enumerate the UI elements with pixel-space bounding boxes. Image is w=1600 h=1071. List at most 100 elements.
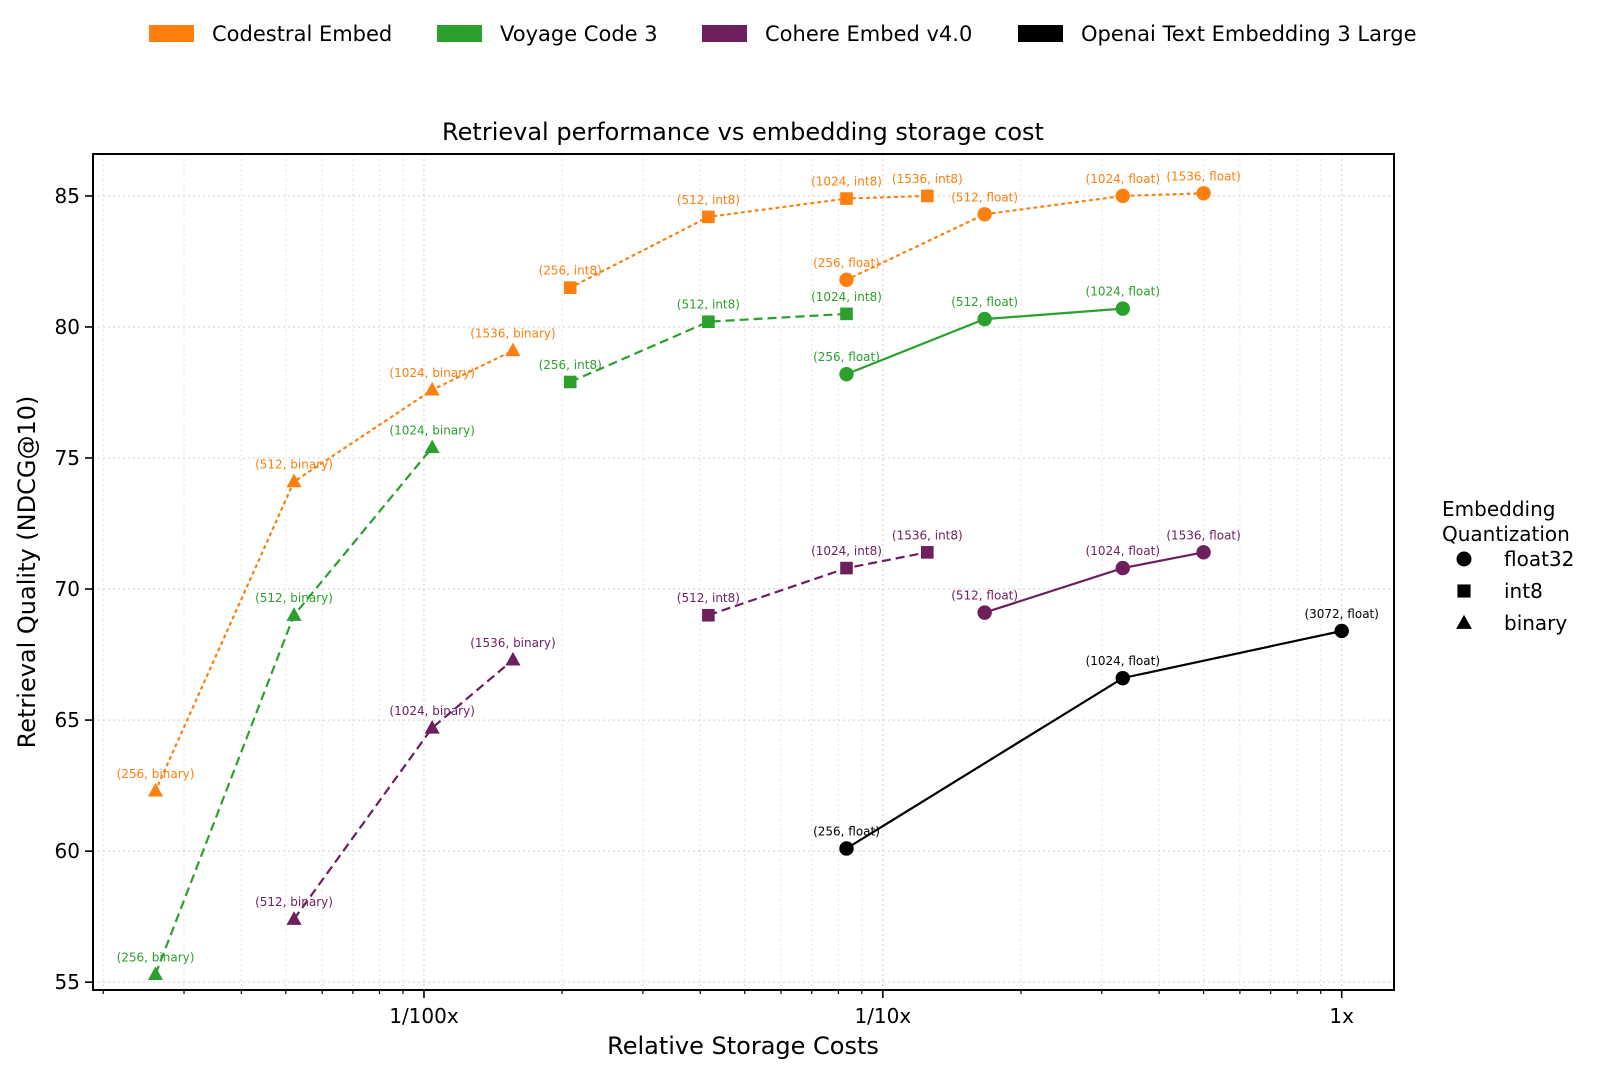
data-point-voyage-code-3-binary	[424, 439, 440, 454]
data-label-cohere-embed-v4-0-float: (1024, float)	[1086, 544, 1161, 558]
data-point-voyage-code-3-int8	[702, 315, 715, 329]
data-label-voyage-code-3-binary: (256, binary)	[117, 950, 195, 964]
data-point-codestral-embed-binary	[505, 342, 521, 357]
y-tick-label: 60	[55, 839, 80, 863]
data-point-codestral-embed-binary	[147, 782, 164, 797]
data-point-cohere-embed-v4-0-int8	[702, 608, 715, 622]
data-point-codestral-embed-int8	[563, 281, 577, 294]
legend-label: Codestral Embed	[212, 22, 392, 46]
data-point-voyage-code-3-float	[839, 366, 854, 382]
data-label-voyage-code-3-binary: (1024, binary)	[389, 424, 474, 438]
data-point-codestral-embed-float	[1196, 186, 1211, 201]
series-line-codestral-embed-int8	[569, 194, 929, 289]
data-point-voyage-code-3-float	[1115, 301, 1130, 316]
data-label-cohere-embed-v4-0-float: (1536, float)	[1166, 528, 1241, 542]
data-label-cohere-embed-v4-0-binary: (1024, binary)	[389, 704, 474, 718]
data-point-openai-text-embedding-3-large-float	[1115, 670, 1130, 686]
data-label-codestral-embed-binary: (256, binary)	[117, 767, 195, 781]
point-labels: (256, binary) (512, binary) (1024, binary)…	[117, 169, 1379, 964]
data-point-codestral-embed-binary	[286, 473, 302, 488]
quantization-legend-marker-square	[1457, 584, 1471, 598]
quantization-legend-marker-triangle	[1456, 614, 1472, 629]
series-line-cohere-embed-v4-0-float	[984, 551, 1204, 614]
quantization-legend-label: float32	[1504, 547, 1574, 571]
series-line-cohere-embed-v4-0-binary	[293, 658, 514, 920]
y-axis-label: Retrieval Quality (NDCG@10)	[13, 396, 41, 749]
data-label-codestral-embed-float: (1024, float)	[1086, 172, 1161, 186]
data-label-voyage-code-3-int8: (256, int8)	[539, 358, 602, 372]
data-label-voyage-code-3-int8: (1024, int8)	[811, 290, 882, 304]
quantization-legend-label: int8	[1504, 579, 1543, 603]
data-label-codestral-embed-int8: (256, int8)	[539, 264, 602, 278]
data-point-cohere-embed-v4-0-float	[1196, 545, 1211, 560]
quantization-legend-title-line-2: Quantization	[1442, 522, 1570, 546]
data-label-voyage-code-3-float: (256, float)	[813, 350, 880, 364]
data-label-codestral-embed-int8: (1024, int8)	[811, 175, 882, 189]
data-point-cohere-embed-v4-0-float	[1115, 560, 1130, 576]
legend-swatch	[1018, 25, 1063, 42]
y-tick-label: 65	[55, 708, 80, 732]
y-tick-label: 85	[55, 184, 80, 208]
data-label-codestral-embed-float: (1536, float)	[1166, 169, 1241, 183]
quantization-legend-label: binary	[1504, 611, 1567, 635]
y-tick-label: 70	[55, 577, 80, 601]
quantization-legend-title-line-1: Embedding	[1442, 497, 1555, 521]
data-label-cohere-embed-v4-0-int8: (512, int8)	[677, 591, 740, 605]
data-label-codestral-embed-float: (256, float)	[813, 256, 880, 270]
data-point-cohere-embed-v4-0-int8	[840, 561, 853, 575]
quantization-legend-marker-circle	[1456, 551, 1472, 567]
data-point-cohere-embed-v4-0-binary	[505, 651, 521, 666]
data-label-voyage-code-3-float: (1024, float)	[1086, 285, 1161, 299]
data-label-voyage-code-3-binary: (512, binary)	[255, 591, 333, 605]
data-point-openai-text-embedding-3-large-float	[1334, 623, 1349, 639]
data-point-voyage-code-3-int8	[563, 375, 577, 389]
legend-swatch	[149, 25, 194, 42]
legend-label: Cohere Embed v4.0	[765, 22, 972, 46]
data-point-codestral-embed-float	[977, 207, 992, 222]
plot-frame	[92, 153, 1395, 991]
data-point-voyage-code-3-float	[977, 311, 992, 327]
x-axis-ticks: 1/100x 1/10x 1x	[102, 990, 1354, 1028]
legend-swatch	[702, 25, 747, 42]
legend-label: Voyage Code 3	[500, 22, 658, 46]
data-label-voyage-code-3-int8: (512, int8)	[677, 298, 740, 312]
data-label-codestral-embed-int8: (512, int8)	[677, 193, 740, 207]
data-point-openai-text-embedding-3-large-float	[839, 841, 854, 856]
data-point-codestral-embed-float	[1115, 188, 1130, 204]
x-tick-label: 1x	[1329, 1004, 1354, 1028]
grid	[93, 154, 1394, 990]
model-legend: Codestral Embed Voyage Code 3 Cohere Embed…	[149, 22, 1417, 46]
x-tick-label: 1/10x	[854, 1004, 911, 1028]
x-axis-label: Relative Storage Costs	[607, 1032, 879, 1060]
legend-swatch	[437, 25, 482, 42]
data-point-voyage-code-3-binary	[147, 966, 164, 980]
data-point-voyage-code-3-binary	[286, 607, 302, 621]
data-point-codestral-embed-int8	[702, 210, 715, 224]
data-label-openai-text-embedding-3-large-float: (3072, float)	[1304, 607, 1379, 621]
data-point-codestral-embed-int8	[921, 189, 934, 203]
legend-label: Openai Text Embedding 3 Large	[1081, 22, 1417, 46]
x-tick-label: 1/100x	[389, 1004, 459, 1028]
data-label-cohere-embed-v4-0-binary: (512, binary)	[255, 895, 333, 909]
data-label-cohere-embed-v4-0-binary: (1536, binary)	[470, 636, 555, 650]
data-label-cohere-embed-v4-0-float: (512, float)	[951, 589, 1018, 603]
data-point-cohere-embed-v4-0-binary	[424, 719, 440, 734]
data-label-voyage-code-3-float: (512, float)	[951, 295, 1018, 309]
data-point-cohere-embed-v4-0-binary	[286, 911, 302, 925]
data-label-codestral-embed-int8: (1536, int8)	[892, 172, 963, 186]
series-line-voyage-code-3-int8	[569, 312, 847, 384]
data-label-openai-text-embedding-3-large-float: (256, float)	[813, 824, 880, 838]
markers	[147, 186, 1349, 980]
y-tick-label: 80	[55, 315, 80, 339]
series-line-cohere-embed-v4-0-int8	[708, 551, 928, 617]
data-label-openai-text-embedding-3-large-float: (1024, float)	[1086, 654, 1161, 668]
y-axis-ticks: 55 60 65 70 75 80 85	[55, 184, 93, 994]
data-point-cohere-embed-v4-0-float	[977, 605, 992, 620]
chart-title: Retrieval performance vs embedding stora…	[442, 118, 1044, 146]
y-tick-label: 75	[55, 446, 80, 470]
series-lines	[154, 192, 1342, 975]
data-label-codestral-embed-binary: (512, binary)	[255, 458, 333, 472]
data-label-codestral-embed-binary: (1024, binary)	[389, 366, 474, 380]
data-point-voyage-code-3-int8	[840, 307, 853, 321]
